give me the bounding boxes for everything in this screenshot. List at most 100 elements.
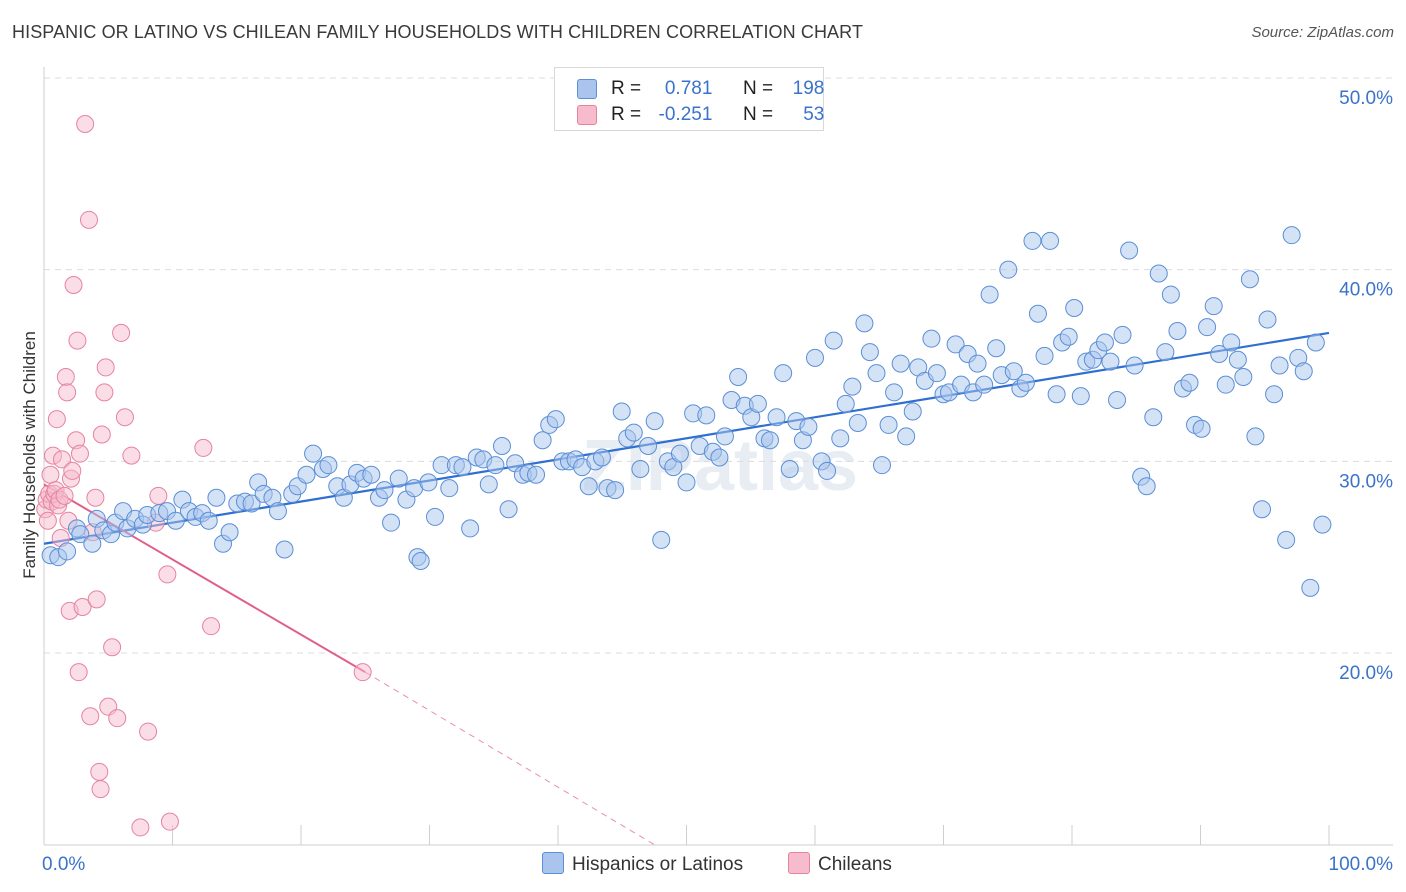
chileans-points — [36, 115, 372, 837]
hispanic-point — [275, 540, 294, 559]
hispanic-point — [774, 364, 793, 383]
hispanic-point — [639, 437, 658, 455]
n-value: 198 — [792, 78, 825, 99]
hispanic-point — [1180, 373, 1199, 392]
x-tick-label: 100.0% — [1329, 854, 1394, 875]
hispanic-point — [83, 534, 102, 553]
bottom-legend-chileans: Chileans — [788, 852, 892, 876]
chilean-point — [76, 115, 95, 133]
r-label: R = — [611, 104, 642, 125]
chilean-point — [194, 438, 213, 457]
hispanic-point — [980, 285, 999, 304]
hispanic-point — [58, 542, 77, 561]
hispanic-point — [710, 448, 729, 467]
hispanic-point — [1144, 408, 1163, 427]
hispanic-point — [631, 460, 650, 478]
hispanic-point — [1240, 270, 1259, 289]
hispanic-point — [1265, 385, 1284, 404]
y-tick-label: 40.0% — [1339, 280, 1393, 301]
hispanic-point — [1192, 419, 1211, 438]
chilean-point — [41, 465, 60, 484]
hispanic-point — [903, 402, 922, 421]
hispanic-point — [1301, 578, 1320, 597]
tick-labels: 20.0% 30.0% 40.0% 50.0% 0.0% 100.0% — [42, 88, 1393, 875]
hispanic-point — [319, 456, 338, 475]
hispanic-point — [697, 406, 716, 425]
hispanic-point — [425, 507, 444, 526]
hispanic-point — [1294, 362, 1313, 381]
legend-box: R = 0.781 N = 198 R = -0.251 N = 53 — [554, 67, 824, 131]
hispanic-point — [1198, 318, 1217, 337]
hispanic-point — [1108, 391, 1127, 409]
hispanic-point — [1149, 264, 1168, 283]
chilean-point — [131, 818, 150, 837]
chilean-point — [87, 590, 106, 609]
hispanic-point — [1204, 297, 1223, 316]
r-value: -0.251 — [658, 104, 713, 125]
hispanic-point — [297, 465, 316, 484]
hispanic-point — [1282, 226, 1301, 245]
hispanic-point — [1168, 322, 1187, 340]
hispanic-point — [382, 513, 401, 532]
hispanic-point — [922, 329, 941, 348]
hispanic-point — [71, 525, 90, 544]
hispanic-point — [606, 481, 625, 500]
hispanic-point — [579, 477, 598, 496]
hispanic-point — [1313, 515, 1332, 534]
hispanic-point — [1258, 310, 1277, 329]
hispanic-point — [670, 444, 689, 463]
grid — [44, 77, 1393, 654]
hispanic-point — [927, 364, 946, 383]
bottom-swatch-pink — [788, 852, 810, 874]
chilean-point — [73, 598, 92, 616]
hispanic-point — [362, 465, 381, 484]
chilean-point — [52, 450, 71, 469]
hispanic-point — [207, 488, 226, 507]
chilean-point — [81, 707, 100, 726]
hispanic-point — [492, 437, 511, 455]
hispanic-point — [652, 530, 671, 549]
hispanic-point — [1246, 427, 1265, 446]
hispanic-point — [891, 354, 910, 373]
chilean-point — [58, 383, 77, 402]
y-axis-label: Family Households with Children — [20, 331, 39, 579]
hispanic-point — [389, 469, 408, 488]
hispanic-point — [166, 511, 185, 530]
hispanic-point — [1270, 356, 1289, 375]
hispanic-point — [780, 460, 799, 478]
legend-stats-hispanics: R = 0.781 N = 198 — [611, 78, 824, 100]
chilean-point — [115, 408, 134, 427]
chilean-point — [90, 762, 109, 781]
hispanic-point — [1277, 530, 1296, 549]
hispanic-point — [592, 448, 611, 467]
legend-swatch-pink — [577, 105, 597, 125]
n-label: N = — [742, 78, 774, 99]
hispanic-point — [897, 427, 916, 446]
hispanic-point — [1028, 304, 1047, 323]
chilean-point — [112, 323, 131, 342]
hispanic-point — [1234, 368, 1253, 386]
hispanics-points — [41, 226, 1332, 597]
hispanic-point — [715, 427, 734, 446]
hispanic-point — [885, 383, 904, 402]
chilean-point — [68, 331, 87, 350]
chilean-point — [158, 565, 177, 584]
hispanic-point — [1065, 299, 1084, 317]
hispanic-point — [677, 473, 696, 492]
chilean-point — [95, 383, 114, 402]
hispanic-point — [987, 339, 1006, 358]
hispanic-point — [479, 475, 498, 494]
hispanic-point — [843, 377, 862, 396]
chilean-point — [353, 663, 372, 682]
hispanic-point — [1004, 362, 1023, 381]
hispanic-point — [946, 335, 965, 354]
chilean-point — [70, 444, 89, 463]
chilean-point — [86, 488, 105, 507]
bottom-legend-label: Chileans — [818, 854, 892, 875]
hispanic-point — [824, 331, 843, 350]
hispanic-point — [836, 394, 855, 413]
chilean-point — [202, 617, 221, 636]
chilean-point — [79, 210, 98, 229]
legend-stats-chileans: R = -0.251 N = 53 — [611, 104, 824, 126]
